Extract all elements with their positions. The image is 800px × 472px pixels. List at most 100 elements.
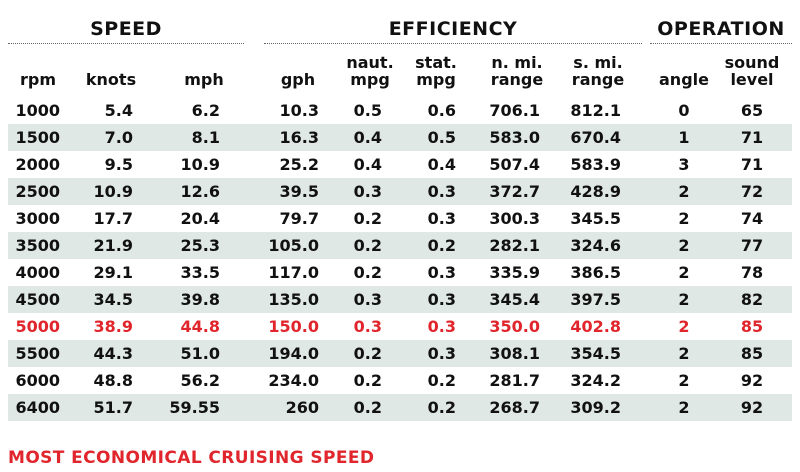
cell-s-mi-range: 397.5 [570, 290, 621, 309]
cell-mph: 51.0 [180, 344, 220, 363]
column-header-line2: mpg [350, 70, 390, 89]
column-header-line1: s. mi. [573, 53, 623, 72]
cell-s-mi-range: 428.9 [570, 182, 621, 201]
cell-sound-level: 71 [740, 155, 764, 174]
column-header-mph: mph [159, 54, 249, 88]
cell-naut-mpg: 0.2 [353, 263, 382, 282]
column-header-line2: range [490, 70, 544, 89]
cell-mph: 12.6 [180, 182, 220, 201]
cell-rpm: 4500 [15, 290, 60, 309]
cell-mph: 8.1 [191, 128, 220, 147]
cell-naut-mpg: 0.2 [353, 344, 382, 363]
cell-naut-mpg: 0.2 [353, 398, 382, 417]
cell-n-mi-range: 281.7 [489, 371, 540, 390]
cell-rpm: 3000 [15, 209, 60, 228]
cell-mph: 56.2 [180, 371, 220, 390]
table-row: 3000 17.7 20.4 79.7 0.2 0.3 300.3 345.5 2 74 [8, 205, 792, 232]
cell-rpm: 6000 [15, 371, 60, 390]
cell-angle: 2 [678, 236, 690, 255]
cell-gph: 150.0 [268, 317, 319, 336]
cell-angle: 1 [678, 128, 690, 147]
cell-rpm: 1000 [15, 101, 60, 120]
cell-knots: 44.3 [93, 344, 133, 363]
table-row: 1000 5.4 6.2 10.3 0.5 0.6 706.1 812.1 0 65 [8, 97, 792, 124]
column-header-line1: stat. [415, 53, 457, 72]
cell-sound-level: 85 [740, 344, 764, 363]
table-row: 2500 10.9 12.6 39.5 0.3 0.3 372.7 428.9 2 72 [8, 178, 792, 205]
cell-gph: 39.5 [279, 182, 319, 201]
cell-s-mi-range: 402.8 [570, 317, 621, 336]
cell-naut-mpg: 0.3 [353, 290, 382, 309]
cell-angle: 2 [678, 317, 690, 336]
group-header-efficiency: EFFICIENCY [388, 18, 518, 40]
cell-angle: 2 [678, 398, 690, 417]
cell-stat-mpg: 0.2 [427, 236, 456, 255]
group-rule-efficiency [264, 43, 642, 44]
cell-knots: 38.9 [93, 317, 133, 336]
column-header-line1 [66, 54, 156, 71]
cell-sound-level: 74 [740, 209, 764, 228]
cell-rpm: 2500 [15, 182, 60, 201]
cell-stat-mpg: 0.3 [427, 290, 456, 309]
cell-angle: 2 [678, 209, 690, 228]
cell-naut-mpg: 0.4 [353, 128, 382, 147]
cell-sound-level: 72 [740, 182, 764, 201]
cell-stat-mpg: 0.2 [427, 371, 456, 390]
cell-s-mi-range: 324.6 [570, 236, 621, 255]
cell-angle: 2 [678, 290, 690, 309]
cell-gph: 117.0 [268, 263, 319, 282]
table-row: 4500 34.5 39.8 135.0 0.3 0.3 345.4 397.5 2 82 [8, 286, 792, 313]
cell-stat-mpg: 0.5 [427, 128, 456, 147]
cell-angle: 2 [678, 263, 690, 282]
cell-rpm: 6400 [15, 398, 60, 417]
cell-rpm: 5000 [15, 317, 60, 336]
cell-n-mi-range: 350.0 [489, 317, 540, 336]
cell-knots: 9.5 [104, 155, 133, 174]
cell-gph: 135.0 [268, 290, 319, 309]
cell-angle: 2 [678, 371, 690, 390]
cell-mph: 33.5 [180, 263, 220, 282]
cell-sound-level: 92 [740, 371, 764, 390]
table-row: 5500 44.3 51.0 194.0 0.2 0.3 308.1 354.5 2 85 [8, 340, 792, 367]
column-header-knots: knots [66, 54, 156, 88]
cell-n-mi-range: 706.1 [489, 101, 540, 120]
cell-mph: 39.8 [180, 290, 220, 309]
cell-rpm: 4000 [15, 263, 60, 282]
cell-knots: 48.8 [93, 371, 133, 390]
cell-naut-mpg: 0.3 [353, 317, 382, 336]
footnote: MOST ECONOMICAL CRUISING SPEED [8, 448, 375, 468]
cell-stat-mpg: 0.2 [427, 398, 456, 417]
cell-naut-mpg: 0.2 [353, 209, 382, 228]
cell-n-mi-range: 268.7 [489, 398, 540, 417]
column-header-line2: angle [659, 70, 709, 89]
column-header-line1: sound [724, 53, 780, 72]
cell-gph: 105.0 [268, 236, 319, 255]
column-header-line2: level [730, 70, 774, 89]
cell-sound-level: 82 [740, 290, 764, 309]
cell-sound-level: 65 [740, 101, 764, 120]
cell-stat-mpg: 0.3 [427, 344, 456, 363]
cell-mph: 10.9 [180, 155, 220, 174]
cell-gph: 16.3 [279, 128, 319, 147]
cell-n-mi-range: 372.7 [489, 182, 540, 201]
cell-gph: 194.0 [268, 344, 319, 363]
cell-angle: 3 [678, 155, 690, 174]
cell-gph: 260 [285, 398, 319, 417]
cell-mph: 59.55 [169, 398, 220, 417]
column-header-line1: naut. [346, 53, 394, 72]
column-header-line2: mpg [416, 70, 456, 89]
column-header-stat-mpg: stat. mpg [391, 54, 481, 88]
column-header-s-mi-range: s. mi. range [553, 54, 643, 88]
cell-gph: 10.3 [279, 101, 319, 120]
cell-stat-mpg: 0.6 [427, 101, 456, 120]
cell-knots: 51.7 [93, 398, 133, 417]
column-header-line2: gph [280, 70, 316, 89]
cell-naut-mpg: 0.5 [353, 101, 382, 120]
cell-naut-mpg: 0.2 [353, 236, 382, 255]
cell-n-mi-range: 308.1 [489, 344, 540, 363]
column-header-gph: gph [253, 54, 343, 88]
cell-mph: 44.8 [180, 317, 220, 336]
column-header-angle: angle [639, 54, 729, 88]
cell-n-mi-range: 335.9 [489, 263, 540, 282]
cell-s-mi-range: 812.1 [570, 101, 621, 120]
